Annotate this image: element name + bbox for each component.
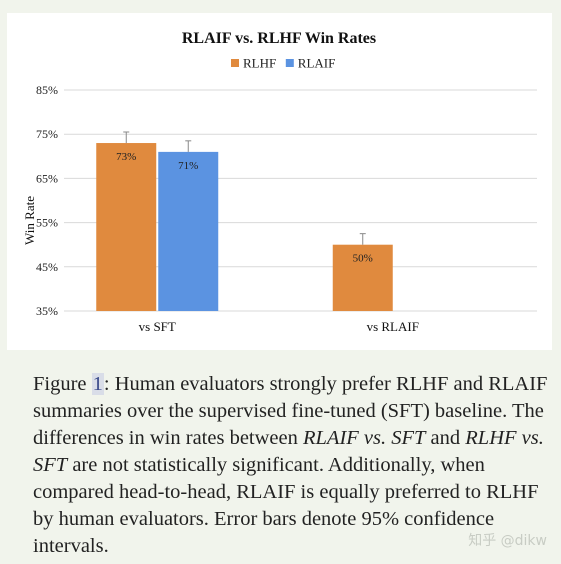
y-tick-label-55: 55% bbox=[36, 216, 58, 230]
win-rate-chart: RLAIF vs. RLHF Win Rates RLHF RLAIF 35% 45% 5… bbox=[22, 30, 537, 334]
caption-emphasis-1: RLAIF vs. SFT bbox=[303, 427, 426, 449]
data-label-rlhf-1: 50% bbox=[353, 253, 373, 265]
y-tick-label-35: 35% bbox=[36, 304, 58, 318]
figure-caption: Figure 1: Human evaluators strongly pref… bbox=[33, 371, 548, 560]
legend-label-rlaif: RLAIF bbox=[298, 56, 336, 71]
chart-title: RLAIF vs. RLHF Win Rates bbox=[182, 30, 376, 47]
y-tick-label-85: 85% bbox=[36, 83, 58, 97]
watermark: 知乎 @dikw bbox=[468, 533, 547, 549]
legend-swatch-rlaif bbox=[285, 59, 294, 67]
figure-number: 1 bbox=[91, 373, 104, 395]
legend-label-rlhf: RLHF bbox=[243, 56, 276, 71]
x-category-label-1: vs RLAIF bbox=[367, 319, 419, 334]
bar-rlhf-0 bbox=[96, 143, 157, 311]
chart-panel: RLAIF vs. RLHF Win Rates RLHF RLAIF 35% 45% 5… bbox=[7, 13, 552, 350]
bar-rlaif-0 bbox=[158, 151, 219, 311]
data-label-rlaif-0: 71% bbox=[178, 160, 198, 172]
caption-text-1: : Human evaluators strongly prefer RLHF … bbox=[33, 373, 548, 449]
legend-swatch-rlhf bbox=[231, 59, 239, 67]
y-tick-label-75: 75% bbox=[36, 127, 58, 141]
data-label-rlhf-0: 73% bbox=[116, 151, 136, 163]
y-tick-label-65: 65% bbox=[36, 171, 58, 185]
bar-rlhf-1 bbox=[332, 244, 393, 311]
figure-label: Figure bbox=[33, 373, 92, 395]
y-tick-label-45: 45% bbox=[36, 260, 58, 274]
caption-text-2: and bbox=[425, 427, 466, 449]
caption-text-3: are not statistically significant. Addit… bbox=[33, 454, 539, 557]
y-axis-label: Win Rate bbox=[22, 196, 37, 245]
caption-emphasis-2: RLHF vs. SFT bbox=[33, 427, 544, 476]
x-category-label-0: vs SFT bbox=[139, 319, 176, 334]
